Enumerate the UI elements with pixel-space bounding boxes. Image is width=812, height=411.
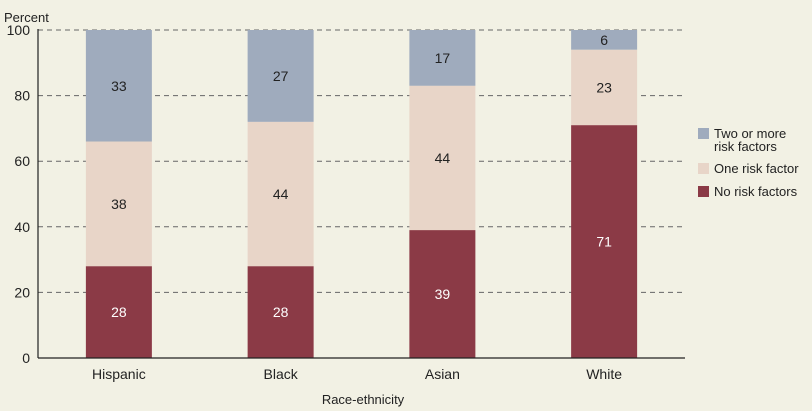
data-label-hispanic-0: 28 [111,304,127,320]
data-label-black-0: 28 [273,304,289,320]
x-axis-title: Race-ethnicity [322,392,405,407]
legend-swatch-1 [698,163,709,174]
data-label-white-0: 71 [596,234,612,250]
data-label-white-2: 6 [600,32,608,48]
y-tick-label-20: 20 [14,284,30,300]
x-tick-label-white: White [586,366,622,382]
data-label-hispanic-1: 38 [111,196,127,212]
legend-swatch-0 [698,128,709,139]
y-tick-label-60: 60 [14,153,30,169]
x-tick-label-black: Black [264,366,299,382]
y-tick-label-0: 0 [22,350,30,366]
y-axis-title: Percent [4,10,49,25]
data-label-asian-1: 44 [435,150,451,166]
data-label-black-2: 27 [273,68,289,84]
data-label-asian-2: 17 [435,50,451,66]
legend-label-1: One risk factor [714,161,799,176]
legend-swatch-2 [698,186,709,197]
legend-label-0: Two or more risk factors [714,126,786,154]
y-tick-label-40: 40 [14,219,30,235]
y-tick-label-80: 80 [14,88,30,104]
data-label-hispanic-2: 33 [111,78,127,94]
data-label-white-1: 23 [596,79,612,95]
legend-label-2: No risk factors [714,184,798,199]
x-tick-labels: Hispanic Black Asian White [92,366,622,382]
bars: 28 38 33 28 44 27 39 44 17 71 23 6 [86,30,637,358]
data-label-asian-0: 39 [435,286,451,302]
x-tick-label-hispanic: Hispanic [92,366,146,382]
x-tick-label-asian: Asian [425,366,460,382]
data-label-black-1: 44 [273,186,289,202]
legend: Two or more risk factors One risk factor No… [698,126,799,199]
